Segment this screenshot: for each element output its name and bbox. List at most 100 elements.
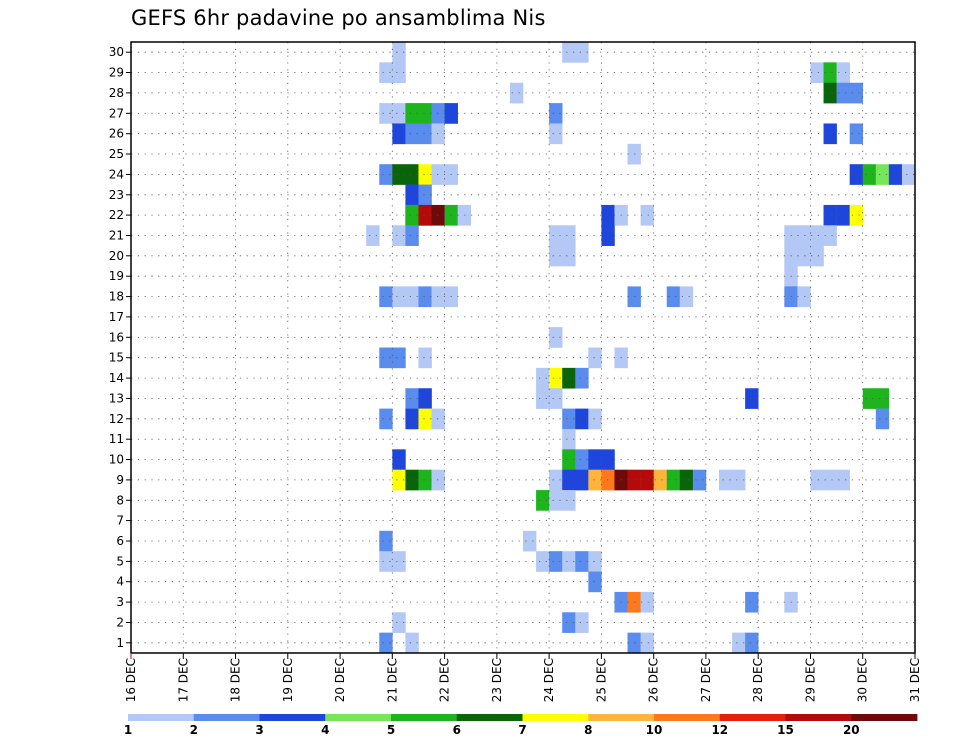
heatmap-cell	[431, 123, 445, 145]
colorbar-segment	[325, 714, 392, 721]
heatmap-cell	[418, 123, 432, 145]
colorbar-label: 1	[124, 723, 132, 737]
x-tick-label: 17 DEC	[176, 658, 190, 702]
heatmap-cell	[562, 245, 576, 267]
heatmap-cell	[431, 103, 445, 124]
y-tick-label: 18	[109, 290, 124, 304]
y-tick-label: 6	[116, 534, 124, 548]
heatmap-cell	[588, 449, 602, 470]
heatmap-cell	[562, 490, 576, 511]
heatmap-cell	[575, 42, 589, 63]
y-tick-label: 28	[109, 86, 124, 100]
y-tick-label: 24	[109, 167, 124, 181]
colorbar-segment	[522, 714, 589, 721]
colorbar-label: 8	[584, 723, 592, 737]
colorbar-segment	[128, 714, 195, 721]
heatmap-cell	[575, 449, 589, 470]
heatmap-cell	[562, 367, 576, 389]
y-tick-label: 22	[109, 208, 124, 222]
heatmap-cell	[836, 82, 850, 104]
heatmap-cell	[732, 632, 746, 654]
heatmap-cell	[653, 469, 668, 491]
y-tick-label: 26	[109, 127, 124, 141]
heatmap-cell	[392, 551, 406, 572]
x-tick-label: 20 DEC	[333, 658, 347, 702]
heatmap-cell	[745, 591, 759, 613]
y-tick-label: 17	[109, 310, 124, 324]
heatmap-cell	[392, 449, 406, 470]
heatmap-cell	[379, 408, 393, 430]
colorbar-segment	[785, 714, 852, 721]
y-axis: 1234567891011121314151617181920212223242…	[109, 45, 131, 650]
y-tick-label: 15	[109, 351, 124, 365]
heatmap-cell	[588, 469, 602, 491]
heatmap-cell	[405, 164, 419, 185]
x-tick-label: 24 DEC	[542, 658, 556, 702]
colorbar-label: 12	[711, 723, 728, 737]
heatmap-cell	[823, 82, 837, 104]
y-tick-label: 19	[109, 269, 124, 283]
heatmap-cell	[562, 469, 576, 491]
heatmap-cell	[679, 469, 694, 491]
plot-frame	[130, 41, 916, 654]
heatmap-cell	[732, 469, 746, 491]
heatmap-cell	[836, 469, 850, 491]
heatmap-cell	[405, 184, 419, 206]
heatmap-cell	[562, 551, 576, 572]
y-tick-label: 13	[109, 391, 124, 405]
x-tick-label: 30 DEC	[856, 658, 870, 702]
heatmap-cell	[405, 469, 419, 491]
heatmap-cell	[431, 286, 445, 308]
y-tick-label: 5	[116, 554, 124, 568]
heatmap-cell	[862, 388, 877, 409]
heatmap-cell	[810, 225, 824, 246]
y-tick-label: 23	[109, 188, 124, 202]
colorbar-label: 2	[190, 723, 198, 737]
heatmap-cell	[588, 408, 602, 430]
heatmap-cell	[901, 164, 916, 185]
heatmap-cell	[549, 327, 563, 348]
x-tick-label: 18 DEC	[229, 658, 243, 702]
colorbar-label: 6	[453, 723, 461, 737]
heatmap-cell	[640, 204, 654, 226]
x-tick-label: 27 DEC	[699, 658, 713, 702]
colorbar-segment	[851, 714, 918, 721]
heatmap-cell	[849, 123, 864, 145]
heatmap-cell	[549, 367, 563, 389]
heatmap-cell	[875, 388, 890, 409]
heatmap-cell	[392, 123, 406, 145]
heatmap-cell	[810, 245, 824, 267]
heatmap-cell	[875, 164, 890, 185]
x-axis: 16 DEC 17 DEC 18 DEC 19 DEC 20 DEC 21 DEC 22 D…	[124, 653, 922, 702]
heatmap-cell	[797, 245, 811, 267]
colorbar-segment	[391, 714, 458, 721]
y-tick-label: 12	[109, 412, 124, 426]
heatmap-cell	[392, 103, 406, 124]
heatmap-cell	[536, 367, 550, 389]
x-tick-label: 29 DEC	[804, 658, 818, 702]
heatmap-cell	[418, 204, 432, 226]
heatmap-cell	[549, 103, 563, 124]
x-tick-label: 31 DEC	[908, 658, 922, 702]
heatmap-cell	[575, 469, 589, 491]
heatmap-cell	[562, 612, 576, 633]
colorbar-label: 7	[518, 723, 526, 737]
colorbar-segment	[654, 714, 721, 721]
heatmap-cell	[588, 571, 602, 593]
heatmap-cell	[536, 388, 550, 409]
heatmap-cell	[405, 123, 419, 145]
heatmap-cell	[392, 469, 406, 491]
heatmap-cell	[523, 530, 537, 552]
y-tick-label: 16	[109, 330, 124, 344]
colorbar-segment	[259, 714, 326, 721]
heatmap-cell	[392, 42, 406, 63]
grid-layer	[131, 42, 915, 653]
heatmap-cell	[536, 490, 550, 511]
heatmap-cell	[849, 82, 864, 104]
colorbar-segment	[193, 714, 260, 721]
heatmap-cell	[405, 103, 419, 124]
colorbar-label: 5	[387, 723, 395, 737]
heatmap-cell	[810, 469, 824, 491]
heatmap-cell	[549, 388, 563, 409]
heatmap-cell	[379, 530, 393, 552]
